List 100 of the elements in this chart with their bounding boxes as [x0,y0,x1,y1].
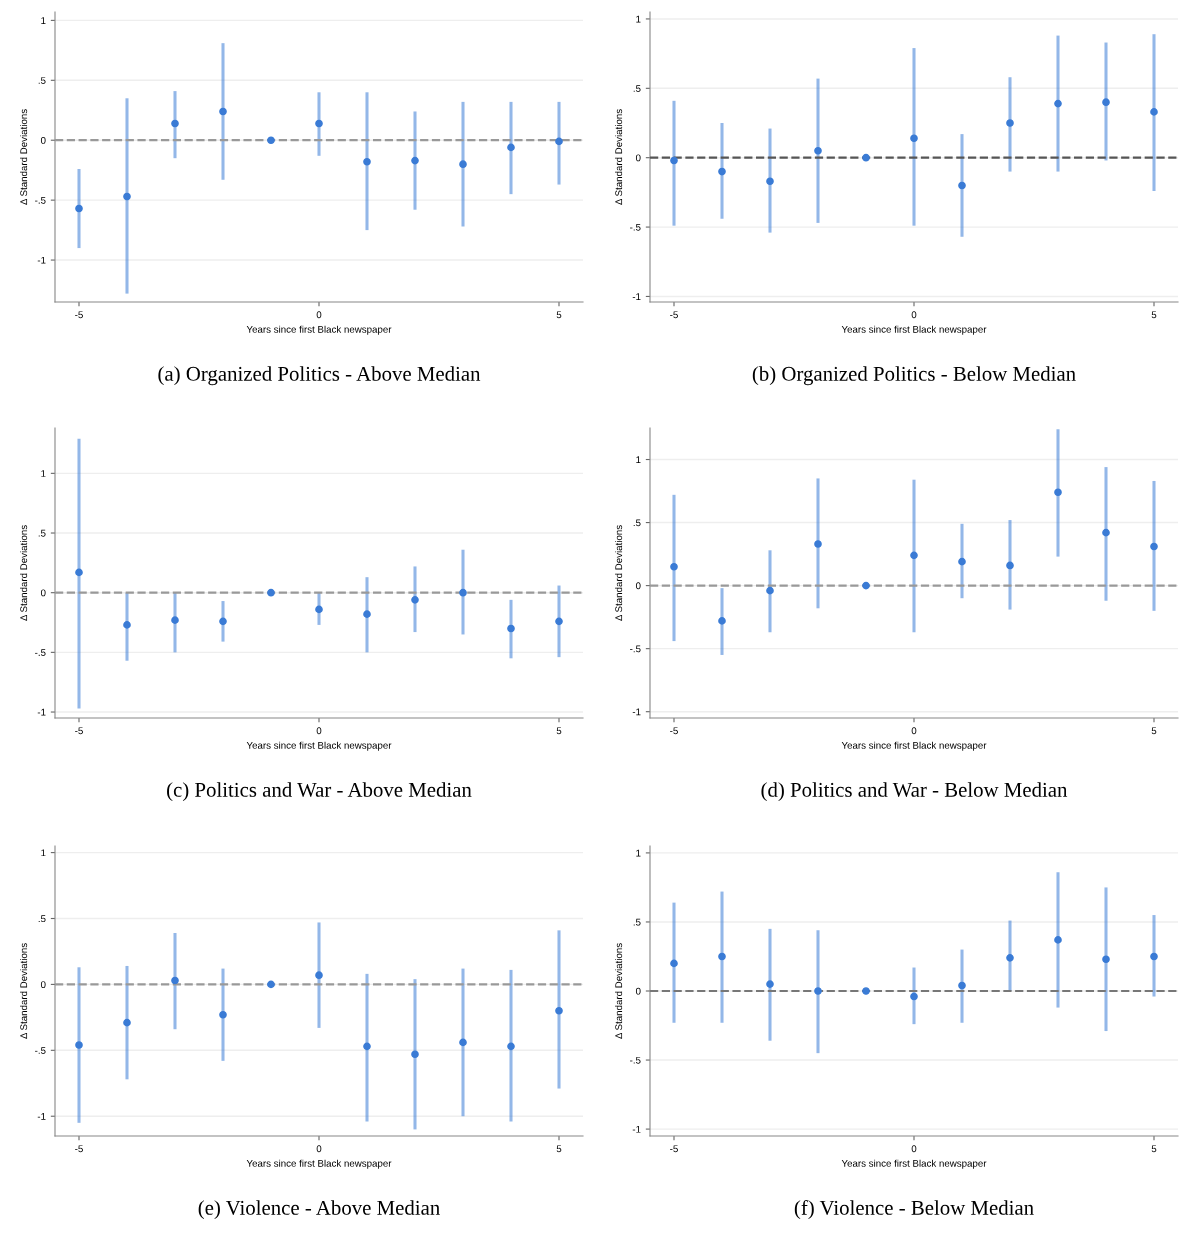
x-tick-label: 0 [316,1145,322,1153]
point [75,204,83,213]
point [75,1041,83,1049]
x-tick-label: 5 [556,727,562,735]
point [555,1006,563,1015]
text: (f) Violence - Below Median [794,1200,1034,1220]
x-tick-label: 0 [316,311,322,319]
point [1054,936,1062,944]
point [958,557,966,566]
point [766,980,774,988]
y-tick-label: -.5 [35,1047,46,1054]
y-tick-label: 0 [635,987,641,995]
y-tick-label: 0 [635,582,641,590]
point [814,987,822,995]
y-axis-title: Δ Standard Deviations [20,109,28,205]
y-tick-label: 1 [636,849,641,857]
y-tick-label: 1 [636,456,641,464]
point [315,119,323,128]
point [507,143,515,152]
y-tick-label: 0 [635,154,641,162]
point [411,156,419,165]
y-axis-title: Δ Standard Deviations [20,943,28,1039]
point [507,1042,515,1051]
x-axis-title: Years since first Black newspaper [841,325,987,335]
point [171,119,179,128]
point [1006,954,1014,962]
x-tick-label: 5 [1151,1145,1157,1153]
x-tick-label: 0 [316,727,322,735]
point [411,596,419,604]
y-tick-label: .5 [633,85,641,92]
y-tick-label: -1 [632,293,641,300]
x-tick-label: 0 [911,727,917,735]
x-axis-title: Years since first Black newspaper [246,1159,392,1169]
point [555,137,563,146]
point [123,621,131,629]
x-tick-label: 5 [1151,311,1157,319]
y-tick-label: -1 [37,708,46,716]
point [459,588,467,597]
point [910,551,918,560]
text: (b) Organized Politics - Below Median [752,366,1076,386]
point [507,624,515,633]
x-tick-label: -5 [670,727,678,735]
point [459,160,467,169]
point [1150,542,1158,551]
x-tick-label: -5 [75,1145,83,1153]
point [766,177,774,186]
y-tick-label: .5 [38,77,46,84]
point [267,980,275,989]
x-tick-label: -5 [75,727,83,735]
point [718,952,726,961]
y-tick-label: -.5 [35,649,46,656]
point [814,540,822,548]
point [1102,528,1110,537]
point [862,153,870,162]
point [718,167,726,176]
y-tick-label: .5 [633,519,641,527]
x-tick-label: 5 [556,1145,562,1153]
y-tick-label: -1 [632,708,641,716]
point [1150,108,1158,116]
x-tick-label: -5 [75,311,83,319]
x-tick-label: 0 [911,311,917,319]
x-tick-label: 5 [1151,727,1157,735]
point [411,1050,419,1059]
y-axis-title: Δ Standard Deviations [615,525,623,621]
point [1102,955,1110,964]
point [75,568,83,577]
point [363,1042,371,1051]
x-tick-label: 5 [556,311,562,319]
y-tick-label: -.5 [35,196,46,204]
point [219,1010,227,1019]
point [123,1018,131,1027]
point [315,605,323,614]
y-tick-label: 1 [41,17,46,24]
point [315,971,323,980]
y-tick-label: 0 [40,136,46,144]
point [670,959,678,968]
point [459,1038,467,1047]
x-tick-label: -5 [670,311,678,319]
y-axis-title: Δ Standard Deviations [615,109,623,205]
point [718,617,726,625]
y-tick-label: .5 [38,915,46,923]
text: (c) Politics and War - Above Median [167,782,472,802]
point [1150,952,1158,961]
y-tick-label: 0 [40,589,46,597]
point [219,107,227,116]
point [766,586,774,595]
y-tick-label: -.5 [630,223,641,231]
y-axis-title: Δ Standard Deviations [615,943,623,1039]
point [123,192,131,201]
text: (e) Violence - Above Median [198,1200,440,1220]
point [862,581,870,590]
y-tick-label: 1 [41,849,46,857]
point [363,610,371,618]
y-tick-label: -1 [37,1113,46,1120]
point [171,976,179,985]
y-tick-label: -1 [37,256,46,264]
y-tick-label: 1 [41,470,46,477]
text: (a) Organized Politics - Above Median [158,366,481,386]
point [910,134,918,143]
point [1006,561,1014,570]
